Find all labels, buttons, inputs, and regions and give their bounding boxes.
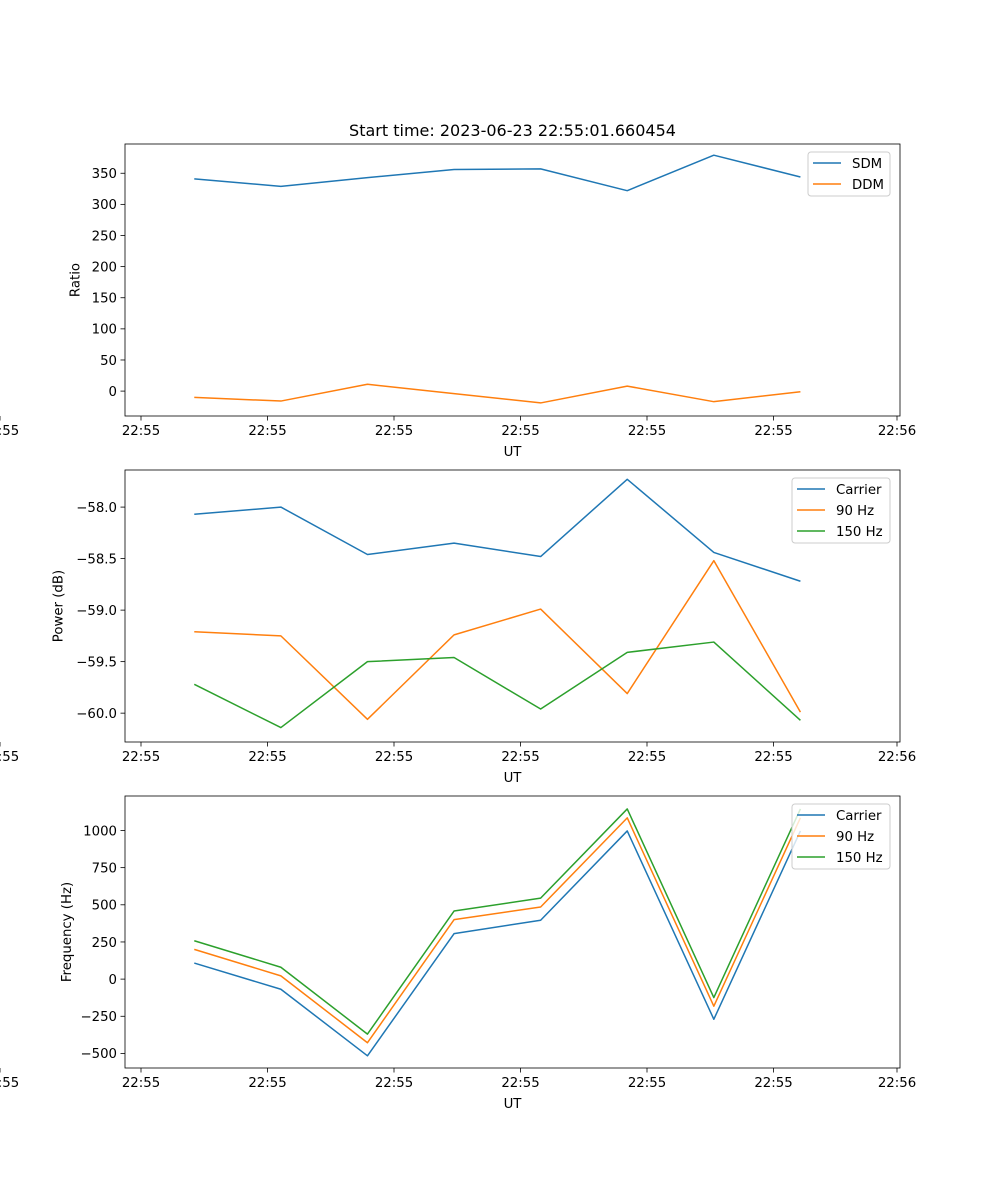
y-tick-label: 750 xyxy=(92,861,117,876)
series-line-150-hz xyxy=(194,808,802,1035)
x-tick-label: 22:55 xyxy=(122,424,160,439)
legend: SDM DDM xyxy=(807,151,891,197)
legend-label-sdm: SDM xyxy=(852,157,882,172)
legend-label-ddm: DDM xyxy=(852,178,884,193)
series-line-carrier xyxy=(194,830,802,1057)
x-tick-label: 22:55 xyxy=(0,750,19,765)
panel-2: 22:55 22:55 22:55 22:55 22:55 22:55 22:55 22:56… xyxy=(0,469,916,786)
y-tick-label: 100 xyxy=(92,323,117,338)
x-tick-label: 22:55 xyxy=(375,1076,413,1091)
y-tick-label: 250 xyxy=(92,229,117,244)
x-tick-label: 22:55 xyxy=(375,424,413,439)
x-tick-label: 22:55 xyxy=(122,1076,160,1091)
y-tick-label: 200 xyxy=(92,260,117,275)
axes-frame xyxy=(124,795,901,1069)
y-axis-label: Ratio xyxy=(69,263,84,297)
y-tick-label: 0 xyxy=(109,973,117,988)
series-line-sdm xyxy=(194,154,801,192)
y-tick-label: 500 xyxy=(92,899,117,914)
y-tick-label: 300 xyxy=(92,198,117,213)
series-line-90-hz xyxy=(194,817,802,1044)
x-axis-label: UT xyxy=(504,1097,523,1112)
x-tick-label: 22:55 xyxy=(248,424,286,439)
panel-3: 22:55 22:55 22:55 22:55 22:55 22:55 22:55 22:56… xyxy=(0,795,916,1112)
y-axis-label: Power (dB) xyxy=(52,570,67,642)
x-tick-label: 22:55 xyxy=(501,1076,539,1091)
legend: Carrier 90 Hz 150 Hz xyxy=(791,477,891,544)
legend: Carrier 90 Hz 150 Hz xyxy=(791,803,891,870)
y-tick-label: 150 xyxy=(92,292,117,307)
x-axis-label: UT xyxy=(504,771,523,786)
axes-frame xyxy=(124,143,901,417)
y-tick-label: −60.0 xyxy=(76,707,117,722)
y-tick-label: −58.5 xyxy=(76,552,117,567)
y-tick-label: −500 xyxy=(80,1047,117,1062)
x-tick-label: 22:55 xyxy=(628,424,666,439)
x-tick-label: 22:55 xyxy=(501,424,539,439)
x-axis-label: UT xyxy=(504,445,523,460)
legend-label-carrier: Carrier xyxy=(836,809,882,824)
x-tick-label: 22:55 xyxy=(754,1076,792,1091)
x-tick-label: 22:55 xyxy=(0,424,19,439)
y-axis-label: Frequency (Hz) xyxy=(60,882,75,982)
x-tick-label: 22:56 xyxy=(878,1076,916,1091)
x-tick-label: 22:55 xyxy=(501,750,539,765)
x-tick-label: 22:55 xyxy=(248,1076,286,1091)
x-tick-label: 22:56 xyxy=(878,750,916,765)
y-tick-label: 0 xyxy=(109,385,117,400)
legend-label-150-hz: 150 Hz xyxy=(836,525,883,540)
x-tick-label: 22:55 xyxy=(0,1076,19,1091)
axes-frame xyxy=(124,469,901,743)
series-line-150-hz xyxy=(193,641,801,729)
y-tick-label: 350 xyxy=(92,167,117,182)
x-tick-label: 22:55 xyxy=(375,750,413,765)
legend-label-90-hz: 90 Hz xyxy=(836,504,874,519)
x-tick-label: 22:55 xyxy=(122,750,160,765)
x-tick-label: 22:56 xyxy=(878,424,916,439)
legend-label-90-hz: 90 Hz xyxy=(836,830,874,845)
x-tick-label: 22:55 xyxy=(628,1076,666,1091)
x-tick-label: 22:55 xyxy=(248,750,286,765)
y-tick-label: −250 xyxy=(80,1010,117,1025)
x-tick-label: 22:55 xyxy=(754,750,792,765)
legend-label-carrier: Carrier xyxy=(836,483,882,498)
legend-box xyxy=(791,477,891,544)
x-tick-label: 22:55 xyxy=(628,750,666,765)
chart-title: Start time: 2023-06-23 22:55:01.660454 xyxy=(349,121,676,140)
y-tick-label: −59.0 xyxy=(76,604,117,619)
panel-1: 22:55 22:55 22:55 22:55 22:55 22:55 22:55 22:56… xyxy=(0,143,916,460)
legend-label-150-hz: 150 Hz xyxy=(836,851,883,866)
y-tick-label: 1000 xyxy=(83,824,117,839)
y-tick-label: 250 xyxy=(92,936,117,951)
series-line-carrier xyxy=(194,478,801,582)
y-tick-label: 50 xyxy=(100,354,117,369)
series-line-90-hz xyxy=(194,559,802,721)
x-tick-label: 22:55 xyxy=(754,424,792,439)
plots-container: 22:55 22:55 22:55 22:55 22:55 22:55 22:55 22:56… xyxy=(0,143,916,1112)
series-line-ddm xyxy=(194,383,801,404)
legend-box xyxy=(791,803,891,870)
y-tick-label: −58.0 xyxy=(76,501,117,516)
y-tick-label: −59.5 xyxy=(76,655,117,670)
